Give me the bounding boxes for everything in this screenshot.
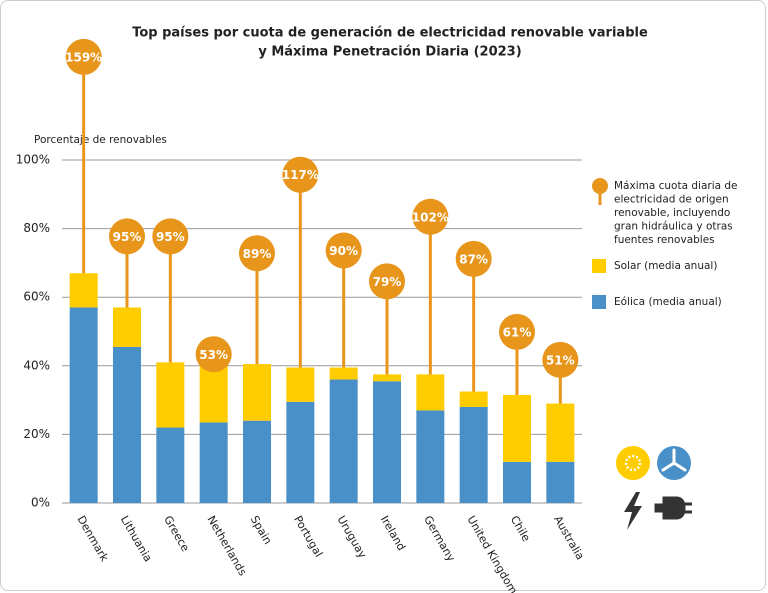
bar-segment	[459, 406, 488, 503]
x-tick-label: Lithuania	[118, 514, 155, 565]
lollipop: 53%	[195, 336, 232, 373]
x-tick-label: Greece	[161, 514, 192, 555]
x-tick-label: Netherlands	[204, 514, 249, 579]
bar-segment	[329, 367, 358, 380]
legend-label: Eólica (media anual)	[614, 296, 722, 308]
bar-segment	[156, 427, 185, 503]
wind-icon-blades	[661, 448, 687, 472]
chart-title: y Máxima Penetración Diaria (2023)	[258, 45, 521, 60]
y-tick-label: 0%	[31, 496, 50, 510]
bar-segment	[199, 422, 228, 503]
data-label: 87%	[459, 252, 488, 266]
lollipop: 61%	[499, 313, 535, 395]
legend-swatch	[592, 259, 606, 273]
legend-label: Máxima cuota diaria de electricidad de or…	[614, 180, 738, 246]
bar-segment	[156, 362, 185, 428]
bar-segment	[286, 401, 315, 503]
y-tick-label: 60%	[23, 290, 50, 304]
lollipop: 90%	[325, 232, 362, 368]
data-label: 90%	[329, 244, 358, 258]
data-label: 61%	[503, 325, 532, 339]
lollipop: 51%	[542, 341, 579, 404]
lollipop-head	[499, 313, 535, 350]
lollipop-head	[542, 341, 579, 378]
bar-segment	[69, 307, 98, 503]
x-tick-label: Ireland	[378, 514, 408, 553]
data-label: 79%	[373, 275, 402, 289]
lollipop: 159%	[65, 38, 102, 274]
bar-segment	[69, 273, 98, 308]
x-tick-label: Uruguay	[334, 514, 369, 561]
x-tick-label: Denmark	[74, 514, 111, 565]
bar-segment	[416, 374, 445, 411]
bar-segment	[546, 461, 575, 503]
bar-segment	[416, 410, 445, 503]
lollipop: 117%	[282, 156, 319, 368]
chart-title: Top países por cuota de generación de el…	[132, 26, 648, 41]
bar-segment	[546, 403, 575, 462]
lollipop: 95%	[109, 218, 145, 308]
data-label: 89%	[243, 247, 272, 261]
icons	[616, 446, 692, 530]
x-tick-label: Australia	[551, 514, 587, 563]
bar-segment	[459, 391, 488, 407]
lollipop-head	[282, 156, 319, 193]
lollipop: 89%	[239, 235, 275, 365]
y-tick-label: 40%	[23, 358, 50, 372]
lollipop-head	[412, 198, 449, 235]
bar-segment	[243, 364, 271, 421]
y-axis-label: Porcentaje de renovables	[34, 134, 167, 146]
y-tick-label: 80%	[23, 221, 50, 235]
bar-segment	[329, 379, 358, 503]
data-label: 159%	[65, 50, 102, 64]
bolt-icon	[624, 492, 642, 530]
lollipop: 79%	[369, 263, 405, 375]
y-tick-label: 100%	[16, 153, 50, 167]
data-label: 95%	[113, 230, 142, 244]
lollipop: 87%	[455, 240, 492, 392]
lollipop-head	[152, 218, 189, 255]
bar-segment	[373, 381, 401, 503]
bar-segment	[503, 461, 531, 503]
legend-label: Solar (media anual)	[614, 260, 717, 272]
x-tick-label: Germany	[421, 514, 458, 565]
x-tick-label: Chile	[508, 514, 533, 545]
data-label: 51%	[546, 353, 575, 367]
lollipop-head	[239, 235, 275, 272]
data-label: 102%	[412, 210, 449, 224]
data-label: 117%	[282, 168, 319, 182]
sun-icon-rays	[624, 454, 642, 472]
lollipop: 95%	[152, 218, 189, 363]
lollipop-head	[65, 38, 102, 75]
data-label: 53%	[199, 348, 228, 362]
lollipop-head	[369, 263, 405, 300]
lollipop-head	[109, 218, 145, 255]
x-tick-label: Portugal	[291, 514, 325, 560]
lollipop: 102%	[412, 198, 449, 375]
bar-segment	[286, 367, 315, 402]
legend-swatch	[592, 295, 606, 309]
bar-segment	[503, 394, 531, 462]
x-tick-label: Spain	[248, 514, 275, 547]
bar-segment	[243, 420, 271, 503]
lollipop-head	[325, 232, 362, 269]
lollipop-head	[195, 336, 232, 373]
lollipop-head	[455, 240, 492, 277]
bar-segment	[199, 362, 228, 423]
sun-icon	[616, 446, 650, 480]
data-label: 95%	[156, 230, 185, 244]
bar-segment	[113, 346, 141, 503]
plug-icon	[654, 496, 692, 520]
y-tick-label: 20%	[23, 427, 50, 441]
bar-segment	[113, 307, 141, 347]
bar-segment	[373, 374, 401, 382]
